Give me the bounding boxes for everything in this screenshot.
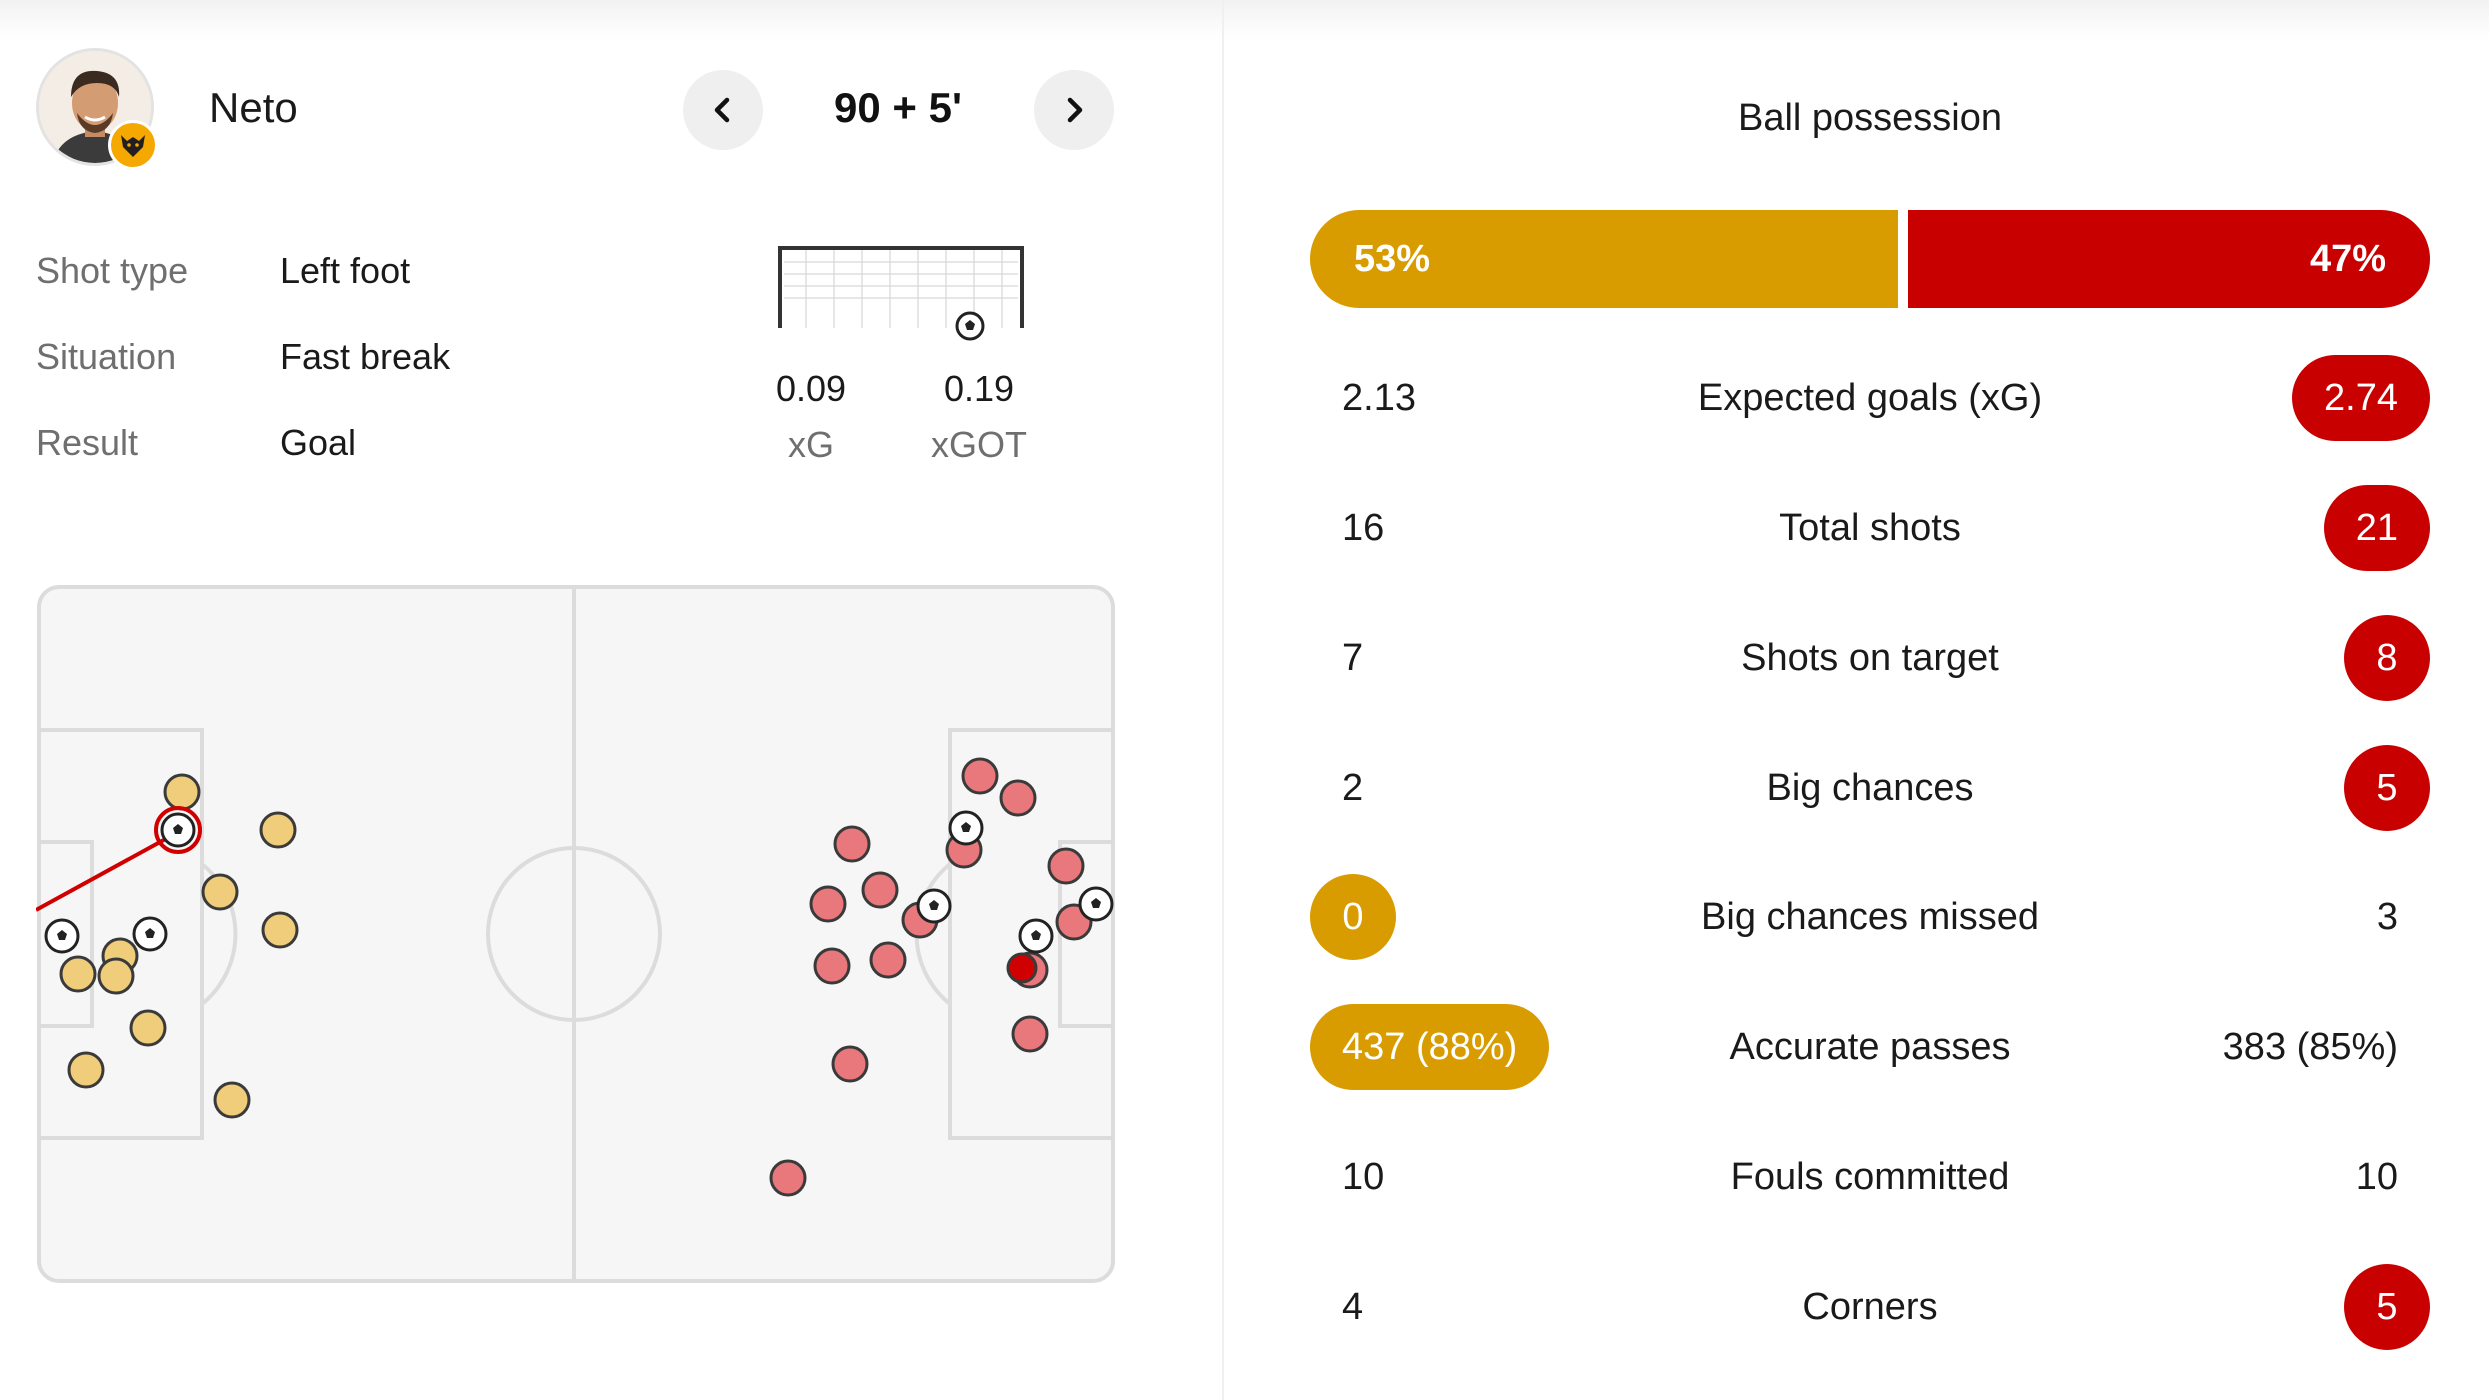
- stat-row-fouls-committed: 10 Fouls committed 10: [1310, 1134, 2430, 1220]
- stat-away-value: 3: [2376, 895, 2398, 938]
- chevron-right-icon: [1067, 97, 1083, 123]
- shot-marker-home[interactable]: [59, 955, 97, 993]
- stat-away-value: 5: [2344, 745, 2430, 831]
- stat-home-value: 2.13: [1342, 376, 1416, 419]
- stat-row-total-shots: 16 Total shots 21: [1310, 485, 2430, 571]
- shot-marker-away[interactable]: [861, 871, 899, 909]
- stat-home-value: 0: [1310, 874, 1396, 960]
- goal-shots: [44, 806, 1114, 954]
- stat-row-expected-goals: 2.13 Expected goals (xG) 2.74: [1310, 355, 2430, 441]
- stat-home-value: 437 (88%): [1310, 1004, 1550, 1090]
- possession-home: 53%: [1310, 210, 1898, 308]
- stat-away-value: 5: [2344, 1264, 2430, 1350]
- detail-label: Shot type: [36, 250, 189, 291]
- shot-marker-home[interactable]: [67, 1051, 105, 1089]
- shot-map: [36, 585, 1115, 1283]
- stat-name: Corners: [1802, 1286, 1938, 1328]
- shot-marker-away[interactable]: [833, 825, 871, 863]
- shot-marker-away[interactable]: [1047, 847, 1085, 885]
- shot-marker-away[interactable]: [961, 757, 999, 795]
- xgot-metric: 0.19 xGOT: [909, 364, 1049, 470]
- top-shade: [0, 0, 2489, 40]
- detail-value: Left foot: [280, 250, 411, 291]
- stat-row-big-chances-missed: 0 Big chances missed 3: [1310, 874, 2430, 960]
- shot-marker-away[interactable]: [869, 941, 907, 979]
- shot-marker-home[interactable]: [261, 911, 299, 949]
- football-icon[interactable]: [1078, 886, 1114, 922]
- stat-away-value: 383 (85%): [2222, 1025, 2398, 1068]
- player-name: Neto: [209, 84, 298, 131]
- xgot-value: 0.19: [943, 368, 1015, 409]
- possession-away: 47%: [1908, 210, 2430, 308]
- shot-marker-away[interactable]: [999, 779, 1037, 817]
- xgot-label: xGOT: [931, 424, 1027, 465]
- shot-time: 90 + 5': [834, 84, 962, 131]
- shot-marker-away[interactable]: [1006, 952, 1038, 984]
- stat-name: Shots on target: [1741, 637, 1999, 679]
- wolves-badge-icon: [121, 135, 145, 157]
- possession-bar: 53% 47%: [1310, 210, 2430, 308]
- stat-name: Big chances: [1766, 767, 1974, 809]
- football-icon[interactable]: [948, 810, 984, 846]
- stat-row-accurate-passes: 437 (88%) Accurate passes 383 (85%): [1310, 1004, 2430, 1090]
- football-icon: [955, 311, 985, 341]
- stat-name: Expected goals (xG): [1697, 377, 2043, 419]
- team-badge: [108, 120, 158, 170]
- football-icon[interactable]: [1018, 918, 1054, 954]
- shot-marker-home[interactable]: [213, 1081, 251, 1119]
- stat-away-value: 10: [2355, 1155, 2398, 1198]
- shot-trajectory-line: [36, 828, 183, 912]
- xg-metric: 0.09 xG: [741, 364, 881, 470]
- shot-marker-home[interactable]: [129, 1009, 167, 1047]
- possession-title: Ball possession: [1737, 97, 2003, 139]
- stat-row-corners: 4 Corners 5: [1310, 1264, 2430, 1350]
- pitch-lines: [37, 585, 1115, 1283]
- home-shots: [59, 773, 299, 1119]
- shot-marker-away[interactable]: [809, 885, 847, 923]
- xg-label: xG: [787, 424, 834, 465]
- stat-away-value: 8: [2344, 615, 2430, 701]
- stat-row-big-chances: 2 Big chances 5: [1310, 745, 2430, 831]
- stat-home-value: 2: [1342, 766, 1364, 809]
- shot-marker-away[interactable]: [1011, 1015, 1049, 1053]
- detail-label: Situation: [36, 336, 177, 377]
- stat-name: Big chances missed: [1701, 896, 2039, 938]
- shot-marker-away[interactable]: [831, 1045, 869, 1083]
- shot-marker-home[interactable]: [163, 773, 201, 811]
- football-icon[interactable]: [916, 888, 952, 924]
- chevron-left-icon: [714, 97, 730, 123]
- shot-marker-home[interactable]: [201, 873, 239, 911]
- shot-marker-home[interactable]: [97, 957, 135, 995]
- stat-name: Total shots: [1779, 507, 1961, 549]
- next-shot-button[interactable]: [1034, 70, 1114, 150]
- stat-name: Fouls committed: [1730, 1156, 2010, 1198]
- shot-marker-away[interactable]: [769, 1159, 807, 1197]
- stat-away-value: 21: [2323, 485, 2430, 571]
- football-icon[interactable]: [44, 918, 80, 954]
- panel-divider: [1222, 0, 1224, 1400]
- xg-value: 0.09: [775, 368, 847, 409]
- goal-frame-graphic: [778, 246, 1024, 341]
- previous-shot-button[interactable]: [683, 70, 763, 150]
- stat-home-value: 7: [1342, 636, 1364, 679]
- stat-away-value: 2.74: [2292, 355, 2430, 441]
- stat-home-value: 10: [1342, 1155, 1385, 1198]
- detail-value: Goal: [280, 422, 357, 463]
- football-icon[interactable]: [132, 916, 168, 952]
- player-photo-icon: [39, 51, 151, 163]
- football-icon[interactable]: [154, 806, 202, 854]
- detail-value: Fast break: [280, 336, 451, 377]
- stat-home-value: 4: [1342, 1285, 1364, 1328]
- avatar: [36, 48, 154, 166]
- shot-marker-home[interactable]: [259, 811, 297, 849]
- detail-label: Result: [36, 422, 139, 463]
- shot-marker-away[interactable]: [813, 947, 851, 985]
- stat-home-value: 16: [1342, 506, 1385, 549]
- stat-row-shots-on-target: 7 Shots on target 8: [1310, 615, 2430, 701]
